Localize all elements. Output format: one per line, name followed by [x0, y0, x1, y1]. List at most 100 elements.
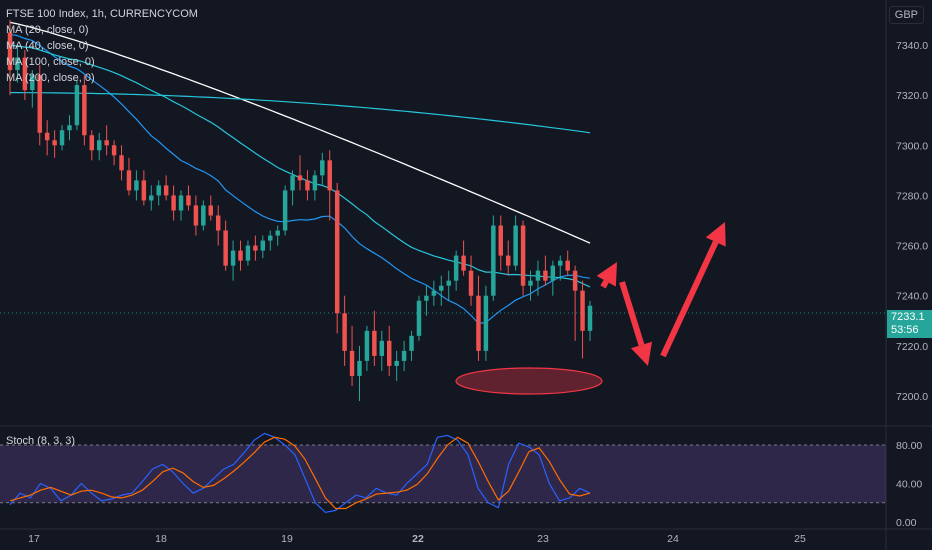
candle-body — [178, 195, 184, 211]
price-tick-label: 7320.0 — [896, 90, 928, 102]
candle — [223, 220, 228, 271]
candle-body — [119, 155, 124, 171]
candle — [364, 325, 370, 371]
candle — [74, 80, 80, 131]
candle-body — [149, 195, 154, 201]
ma200-legend[interactable]: MA (200, close, 0) — [6, 72, 95, 84]
candle — [44, 120, 50, 156]
arrow-head — [596, 262, 617, 287]
arrow-down — [619, 281, 653, 366]
time-tick-label: 25 — [794, 533, 806, 545]
candle — [67, 115, 72, 141]
candle-body — [126, 170, 132, 191]
candle-body — [550, 265, 556, 281]
candle — [215, 205, 221, 246]
candle-body — [320, 160, 325, 176]
candle-body — [453, 255, 459, 281]
candle-body — [208, 205, 213, 216]
time-axis: 17 18 19 22 23 24 25 — [28, 533, 806, 545]
candle — [89, 130, 95, 161]
candle-body — [491, 225, 496, 296]
ma40-legend[interactable]: MA (40, close, 0) — [6, 40, 89, 52]
candle — [550, 260, 556, 296]
candle-body — [528, 280, 533, 286]
candle-body — [357, 360, 362, 376]
ma20-legend[interactable]: MA (20, close, 0) — [6, 24, 89, 36]
candle — [558, 255, 563, 281]
candle-body — [282, 190, 288, 231]
candle — [446, 270, 451, 301]
candle — [193, 195, 199, 236]
candle-body — [82, 85, 87, 136]
candle-body — [111, 145, 117, 156]
currency-label[interactable]: GBP — [888, 6, 924, 24]
candle-body — [171, 195, 176, 211]
candle — [260, 235, 266, 259]
candle-body — [394, 360, 399, 366]
candle-body — [253, 245, 258, 251]
candle-body — [424, 295, 429, 301]
ma200-line — [10, 91, 591, 134]
candle-body — [372, 330, 377, 356]
candle-body — [290, 175, 295, 191]
candle-body — [201, 205, 206, 226]
candle-body — [535, 270, 541, 281]
candle-body — [439, 285, 444, 291]
arrow-shaft — [600, 279, 609, 289]
candle — [520, 220, 526, 296]
candle-body — [513, 225, 518, 266]
last-price-tag: 7233.1 — [887, 310, 932, 325]
candle — [22, 50, 28, 101]
arrow-shaft — [619, 281, 645, 346]
candle — [163, 175, 169, 201]
candle — [587, 300, 593, 341]
candle — [37, 65, 42, 146]
time-tick-label: 22 — [412, 533, 424, 545]
stoch-legend[interactable]: Stoch (8, 3, 3) — [6, 435, 76, 447]
candle-body — [409, 335, 414, 351]
candle-body — [30, 75, 35, 91]
arrow-head — [705, 222, 726, 247]
stoch-d-line — [9, 436, 591, 510]
candle-body — [134, 180, 139, 191]
candle — [238, 240, 243, 271]
candle-body — [193, 205, 199, 226]
candle — [342, 295, 347, 366]
candle — [416, 295, 422, 341]
price-tick-label: 7300.0 — [896, 140, 928, 152]
candle — [275, 225, 280, 246]
candle-body — [505, 255, 511, 266]
candle — [572, 265, 578, 341]
price-axis: 7200.0 7220.0 7240.0 7260.0 7280.0 7300.0 7320… — [896, 40, 928, 529]
candle — [126, 157, 132, 196]
candle-body — [74, 85, 80, 126]
candle-body — [468, 270, 474, 296]
candle — [82, 75, 87, 146]
candle — [379, 330, 385, 371]
candle — [15, 45, 20, 83]
symbol-title: FTSE 100 Index, 1h, CURRENCYCOM — [6, 8, 198, 20]
arrow-head — [630, 341, 653, 366]
candle-body — [431, 290, 437, 296]
candle-body — [97, 140, 102, 151]
candle-body — [52, 140, 57, 146]
candle — [580, 280, 585, 359]
candle-body — [275, 230, 280, 236]
stoch-tick-label: 40.00 — [896, 479, 922, 491]
candle-body — [163, 185, 169, 196]
candle — [535, 260, 541, 296]
stochastic-pane — [0, 432, 886, 514]
candle-body — [401, 350, 407, 361]
candle-body — [104, 140, 109, 146]
ma100-legend[interactable]: MA (100, close, 0) — [6, 56, 95, 68]
candle-body — [305, 180, 310, 191]
candle-body — [543, 270, 548, 281]
candle-body — [268, 235, 273, 241]
candle — [156, 180, 161, 206]
candle — [483, 285, 489, 361]
candle — [491, 215, 496, 301]
candle-body — [89, 135, 95, 151]
candle — [461, 240, 466, 276]
